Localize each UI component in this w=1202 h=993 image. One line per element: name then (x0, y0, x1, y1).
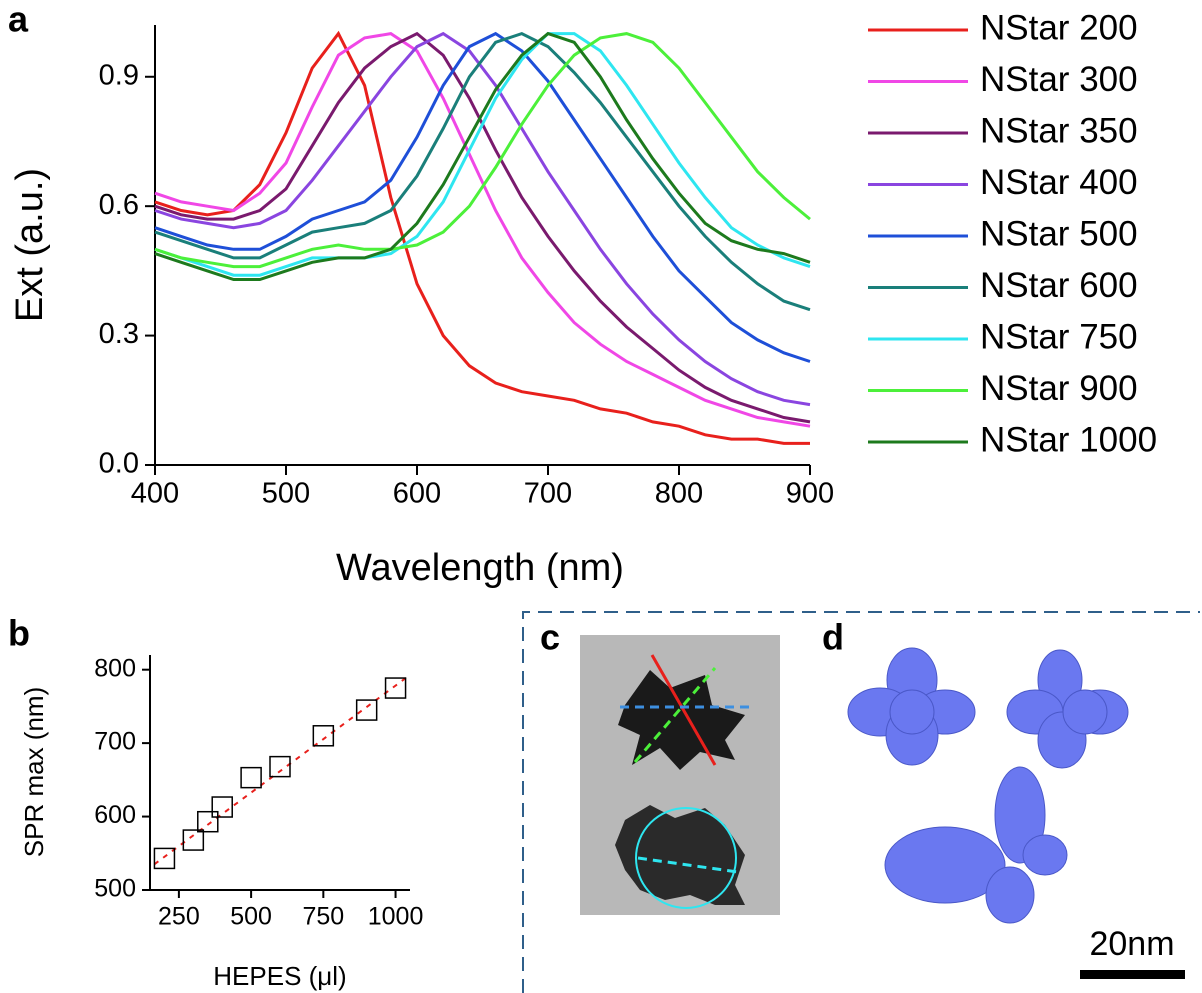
image-panels: c d 20nm (523, 612, 1200, 993)
legend-label: NStar 300 (980, 60, 1138, 99)
x-tick-label: 500 (230, 903, 272, 931)
x-tick-label: 700 (524, 478, 572, 510)
x-tick-label: 500 (262, 478, 310, 510)
x-tick-label: 800 (655, 478, 703, 510)
series-line (155, 34, 810, 310)
scale-bar-label: 20nm (1089, 925, 1174, 963)
y-tick-label: 800 (94, 654, 136, 682)
series-line (155, 34, 810, 405)
y-axis-title: Ext (a.u.) (9, 168, 51, 322)
legend-label: NStar 1000 (980, 420, 1157, 459)
marker (241, 768, 261, 788)
marker (183, 830, 203, 850)
page: {"chart_data": [ {"type": "line", "panel… (0, 0, 1202, 993)
y-tick-label: 500 (94, 875, 136, 903)
x-axis-title: HEPES (μl) (213, 961, 346, 991)
legend-label: NStar 900 (980, 369, 1138, 408)
panel-label: a (8, 0, 29, 40)
y-tick-label: 700 (94, 728, 136, 756)
marker (357, 700, 377, 720)
figure: a Wavelength (nm) Ext (a.u.) b HEPES (μl… (0, 0, 1202, 993)
y-tick-label: 0.3 (99, 318, 139, 350)
x-tick-label: 400 (131, 478, 179, 510)
y-tick-label: 600 (94, 801, 136, 829)
panel-label: c (540, 617, 560, 658)
panel-label: d (822, 617, 844, 658)
x-tick-label: 600 (393, 478, 441, 510)
legend-label: NStar 200 (980, 8, 1138, 47)
legend-label: NStar 400 (980, 163, 1138, 202)
legend-label: NStar 350 (980, 111, 1138, 150)
x-axis-title: Wavelength (nm) (336, 547, 624, 589)
y-axis-title: SPR max (nm) (19, 687, 49, 857)
legend-label: NStar 600 (980, 266, 1138, 305)
trend-line (154, 677, 407, 864)
y-tick-label: 0.0 (99, 448, 139, 480)
legend-label: NStar 500 (980, 214, 1138, 253)
x-tick-label: 250 (158, 903, 200, 931)
scale-bar (1080, 970, 1185, 979)
x-tick-label: 900 (786, 478, 834, 510)
x-tick-label: 750 (302, 903, 344, 931)
panel-label: b (8, 613, 30, 654)
series-line (155, 34, 810, 444)
marker (212, 797, 232, 817)
y-tick-label: 0.6 (99, 189, 139, 221)
y-tick-label: 0.9 (99, 59, 139, 91)
marker (154, 848, 174, 868)
model-3d (848, 648, 1128, 923)
x-tick-label: 1000 (368, 903, 424, 931)
legend-label: NStar 750 (980, 317, 1138, 356)
marker (270, 757, 290, 777)
marker (313, 726, 333, 746)
